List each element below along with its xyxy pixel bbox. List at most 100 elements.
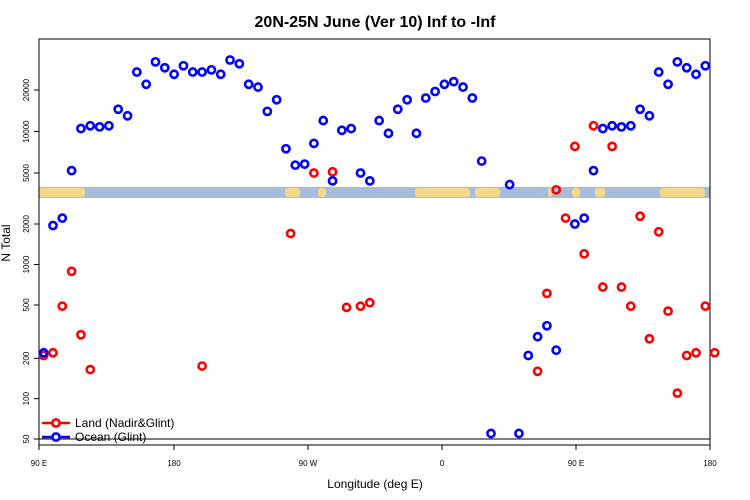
land-point <box>309 168 319 178</box>
land-mass-8 <box>660 188 705 197</box>
land-point <box>364 297 375 308</box>
land-mass-5 <box>548 188 552 197</box>
ocean-point <box>113 104 124 115</box>
ocean-point <box>141 79 152 90</box>
y-tick-label: 500 <box>22 298 31 312</box>
ocean-point <box>569 219 580 229</box>
ocean-point <box>691 69 701 80</box>
land-point <box>653 226 664 237</box>
ocean-point <box>523 350 534 361</box>
ocean-point <box>262 106 273 117</box>
series-land <box>38 120 720 399</box>
ocean-point <box>299 159 310 170</box>
land-point <box>635 211 646 222</box>
plot-frame <box>38 38 711 446</box>
land-point <box>85 364 96 375</box>
land-point <box>542 288 552 299</box>
ocean-point <box>607 120 618 131</box>
ocean-point <box>681 62 692 73</box>
land-point <box>709 347 720 358</box>
land-point <box>76 329 86 340</box>
y-tick-label: 1000 <box>22 255 31 273</box>
land-point <box>197 361 207 371</box>
ocean-point <box>76 123 86 134</box>
x-tick-label: 90 E <box>568 459 584 468</box>
ocean-point <box>355 168 366 178</box>
land-point <box>672 388 683 399</box>
ocean-point <box>700 60 711 71</box>
x-tick-label: 90 W <box>299 459 318 468</box>
land-point <box>681 350 692 361</box>
ocean-point <box>448 76 459 87</box>
ocean-point <box>178 60 189 71</box>
ocean-point <box>253 82 263 92</box>
ocean-point <box>103 120 114 131</box>
land-point <box>691 347 701 358</box>
x-tick-label: 90 E <box>31 459 47 468</box>
x-axis-label: Longitude (deg E) <box>327 477 422 491</box>
ocean-point <box>215 69 226 80</box>
y-tick-label: 100 <box>22 391 31 405</box>
legend-marker <box>51 418 61 428</box>
land-mass-7 <box>595 188 605 197</box>
ocean-point <box>318 115 329 126</box>
ocean-point <box>672 56 683 67</box>
x-axis: 90 E 180 90 W 0 90 E 180 <box>31 445 717 468</box>
ocean-point <box>663 79 673 90</box>
ocean-point <box>504 179 515 190</box>
ocean-point <box>597 123 608 134</box>
ocean-point <box>486 428 496 439</box>
land-point <box>597 282 608 292</box>
ocean-point <box>169 69 180 80</box>
x-tick-label: 0 <box>440 459 445 468</box>
land-point <box>560 213 571 224</box>
ocean-point <box>514 428 524 439</box>
ocean-point <box>122 110 133 121</box>
ocean-point <box>653 67 664 77</box>
y-tick-label: 5000 <box>22 164 31 182</box>
ocean-point <box>327 175 338 186</box>
land-point <box>285 228 296 239</box>
land-point <box>341 302 352 313</box>
ocean-point <box>206 64 217 75</box>
ocean-strip <box>39 187 710 198</box>
series-ocean <box>38 55 711 439</box>
legend-label: Land (Nadir&Glint) <box>75 416 174 430</box>
ocean-point <box>85 120 96 131</box>
ocean-point <box>411 128 422 139</box>
ocean-point <box>392 104 403 115</box>
ocean-point <box>588 165 599 176</box>
ocean-point <box>38 347 49 358</box>
land-point <box>607 141 618 152</box>
land-point <box>66 266 77 277</box>
ocean-point <box>439 79 450 90</box>
y-axis-label: N Total <box>0 224 13 261</box>
land-mass-2 <box>318 188 326 197</box>
ocean-point <box>616 121 627 132</box>
land-point <box>569 141 580 152</box>
land-mass-3 <box>415 188 470 197</box>
ocean-point <box>57 213 68 224</box>
legend-label: Ocean (Glint) <box>75 430 146 444</box>
land-point <box>327 166 338 177</box>
land-point <box>551 184 562 195</box>
ocean-point <box>430 86 440 97</box>
land-mass-6 <box>572 188 580 197</box>
y-axis: 50 100 200 500 1000 2000 5000 10000 20000 <box>22 78 39 443</box>
x-tick-label: 180 <box>167 459 181 468</box>
ocean-point <box>476 156 487 166</box>
ocean-point <box>197 67 207 77</box>
ocean-point <box>271 94 282 105</box>
ocean-point <box>402 94 413 105</box>
ocean-point <box>225 55 235 65</box>
y-tick-label: 10000 <box>22 120 31 143</box>
y-tick-label: 2000 <box>22 215 31 233</box>
legend-marker <box>51 432 61 442</box>
ocean-point <box>625 120 636 131</box>
ocean-point <box>234 58 245 69</box>
ocean-point <box>458 82 468 92</box>
ocean-point <box>66 165 77 176</box>
ocean-point <box>150 56 161 67</box>
land-point <box>644 333 655 344</box>
